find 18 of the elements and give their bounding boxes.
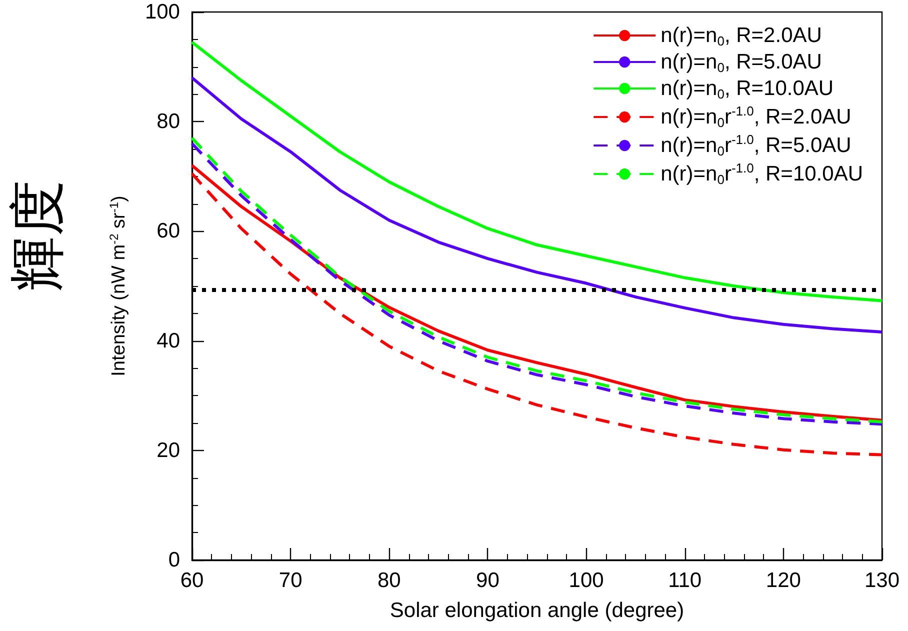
- text: 輝度: [6, 180, 70, 292]
- x-tick-label: 90: [476, 569, 500, 592]
- y-tick-label: 20: [156, 438, 180, 462]
- y-tick-label: 60: [156, 220, 180, 243]
- x-tick-label: 120: [766, 569, 801, 592]
- x-tick-label: 80: [377, 569, 401, 592]
- x-tick-label: 100: [568, 569, 604, 592]
- y-tick-label: 100: [144, 0, 180, 24]
- x-tick-label: 130: [864, 569, 900, 592]
- x-axis-title: Solar elongation angle (degree): [390, 599, 684, 622]
- y-axis-title: Intensity (nW m-2 sr-1): [107, 196, 130, 376]
- x-tick-label: 70: [278, 569, 302, 592]
- y-tick-label: 0: [168, 548, 180, 572]
- y-tick-label: 40: [156, 329, 180, 352]
- line-series: [190, 76, 884, 334]
- x-tick-label: 110: [668, 569, 702, 592]
- y-tick-label: 80: [156, 110, 180, 134]
- x-tick-label: 60: [180, 569, 204, 592]
